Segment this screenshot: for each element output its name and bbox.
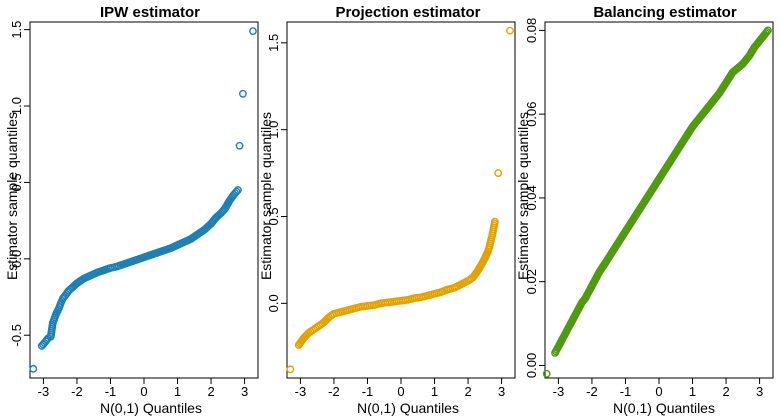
data-point [239,89,247,98]
data-point [421,292,430,300]
panel-projection: Projection estimator N(0,1) Quantiles Es… [258,4,516,416]
x-tick-label: -2 [71,384,83,399]
data-point [311,324,320,333]
data-point [125,258,133,267]
x-tick-label: -2 [328,384,340,399]
data-point [56,301,64,310]
data-point [232,187,241,196]
plot-frame [544,21,774,379]
x-tick-label: 2 [464,384,471,399]
data-point [158,247,167,255]
x-tick-label: -3 [38,384,50,399]
y-tick-label: 1.0 [9,97,24,115]
data-point [235,141,244,150]
data-point [118,260,127,269]
y-tick-label: 1.0 [266,121,281,139]
data-point [151,249,160,258]
plot-frame [29,21,259,379]
x-tick-label: 1 [689,384,696,399]
x-axis-label: N(0,1) Quantiles [357,400,459,416]
y-tick-label: 0.5 [266,207,281,225]
data-point [341,306,350,315]
data-point [138,253,147,262]
y-axis-label: Estimator sample quantiles [515,112,531,280]
x-tick-label: 2 [207,384,214,399]
data-point [286,365,295,374]
data-point [306,327,315,336]
y-tick-label: 0.0 [266,294,281,312]
x-tick-label: 3 [756,384,763,399]
data-point [43,335,51,344]
x-tick-label: 0 [655,384,662,399]
data-point [347,305,356,314]
y-tick-label: 0.5 [9,173,24,191]
panel-balancing: Balancing estimator N(0,1) Quantiles Est… [515,4,774,416]
x-axis-label: N(0,1) Quantiles [613,400,715,416]
data-point [145,251,153,260]
data-point [761,29,770,38]
y-axis-label: Estimator sample quantiles [258,112,274,280]
x-tick-label: 1 [174,384,181,399]
y-tick-label: 0.06 [524,101,539,126]
y-tick-label: 0.0 [9,250,24,268]
x-tick-label: 0 [397,384,404,399]
x-tick-label: -1 [362,384,374,399]
data-point [29,364,38,373]
x-tick-label: 0 [140,384,147,399]
x-tick-label: 3 [498,384,505,399]
x-tick-label: 3 [241,384,248,399]
data-point [542,369,551,378]
data-point [490,219,499,228]
y-tick-label: 0.04 [524,185,539,210]
data-point [131,256,140,265]
panel-title: Projection estimator [335,4,480,21]
y-tick-label: -0.5 [9,324,24,346]
x-tick-label: -3 [295,384,307,399]
data-point [428,290,437,299]
panel-ipw: IPW estimator N(0,1) Quantiles Estimator… [4,4,259,416]
y-tick-label: 0.02 [524,269,539,294]
data-point [249,27,257,36]
data-point [62,290,71,298]
y-tick-label: 0.08 [524,18,539,43]
x-tick-label: -1 [620,384,632,399]
data-point [506,26,514,35]
x-tick-label: 1 [431,384,438,399]
x-tick-label: -1 [105,384,117,399]
x-tick-label: -2 [586,384,598,399]
y-tick-label: 0.00 [524,353,539,378]
data-point [231,189,240,198]
data-point [57,296,66,305]
x-tick-label: 2 [722,384,729,399]
y-axis-label: Estimator sample quantiles [4,112,20,280]
x-tick-label: -3 [553,384,565,399]
data-point [39,340,47,349]
data-point [762,27,771,36]
y-tick-label: 1.5 [266,34,281,52]
panel-title: IPW estimator [100,4,200,21]
y-tick-label: 1.5 [9,21,24,39]
panel-title: Balancing estimator [593,4,737,21]
data-point [494,169,503,177]
x-axis-label: N(0,1) Quantiles [100,400,202,416]
data-point [334,308,343,317]
data-point [98,266,106,275]
